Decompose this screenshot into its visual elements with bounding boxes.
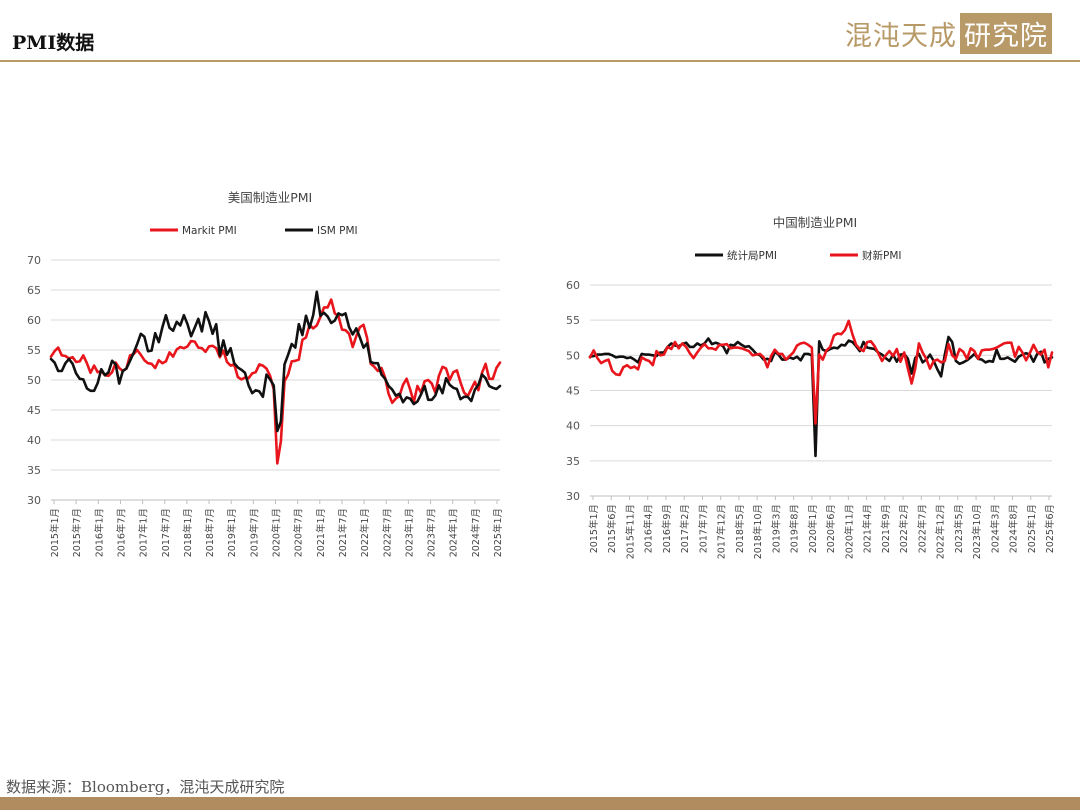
- x-tick-label: 2019年3月: [770, 504, 782, 553]
- chart-title: 中国制造业PMI: [773, 215, 858, 230]
- y-tick-label: 30: [566, 490, 580, 503]
- y-tick-label: 50: [566, 349, 580, 362]
- x-tick-label: 2023年10月: [971, 504, 983, 559]
- x-tick-label: 2017年12月: [716, 504, 728, 559]
- x-tick-label: 2023年7月: [426, 508, 438, 557]
- x-tick-label: 2015年7月: [71, 508, 83, 557]
- x-tick-label: 2019年1月: [226, 508, 238, 557]
- y-tick-label: 35: [566, 455, 580, 468]
- x-tick-label: 2020年6月: [825, 504, 837, 553]
- x-tick-label: 2025年1月: [492, 508, 504, 557]
- x-tick-label: 2022年2月: [898, 504, 910, 553]
- x-tick-label: 2022年7月: [381, 508, 393, 557]
- company-logo: 混沌天成 研究院: [845, 12, 1052, 54]
- x-tick-label: 2020年11月: [843, 504, 855, 559]
- header-divider: [0, 60, 1080, 62]
- x-tick-label: 2022年12月: [935, 504, 947, 559]
- x-tick-label: 2019年7月: [248, 508, 260, 557]
- logo-text: 混沌天成: [845, 20, 957, 52]
- x-tick-label: 2015年11月: [624, 504, 636, 559]
- x-tick-label: 2016年9月: [661, 504, 673, 553]
- page-title: PMI数据: [12, 32, 95, 54]
- x-tick-label: 2015年1月: [49, 508, 61, 557]
- footer-bar: [0, 797, 1080, 810]
- x-tick-label: 2021年4月: [862, 504, 874, 553]
- logo-badge: 研究院: [960, 12, 1052, 54]
- y-tick-label: 55: [566, 314, 580, 327]
- legend-label: 财新PMI: [862, 249, 902, 262]
- legend-label: ISM PMI: [317, 225, 358, 237]
- x-tick-label: 2017年1月: [138, 508, 150, 557]
- x-tick-label: 2024年3月: [989, 504, 1001, 553]
- y-tick-label: 45: [566, 385, 580, 398]
- x-tick-label: 2017年7月: [160, 508, 172, 557]
- x-tick-label: 2022年7月: [916, 504, 928, 553]
- x-tick-label: 2015年6月: [606, 504, 618, 553]
- x-tick-label: 2023年5月: [953, 504, 965, 553]
- x-tick-label: 2019年8月: [789, 504, 801, 553]
- x-tick-label: 2024年7月: [470, 508, 482, 557]
- x-tick-label: 2018年10月: [752, 504, 764, 559]
- x-tick-label: 2016年7月: [115, 508, 127, 557]
- china-manufacturing-pmi-chart: 中国制造业PMI 统计局PMI 财新PMI 30 35 40 45 50 55 60 2015年1月…: [550, 205, 1070, 585]
- y-tick-label: 40: [27, 434, 41, 447]
- x-tick-label: 2020年1月: [271, 508, 283, 557]
- x-tick-label: 2017年2月: [679, 504, 691, 553]
- x-tick-label: 2025年6月: [1044, 504, 1056, 553]
- us-pmi-svg: 美国制造业PMI Markit PMI ISM PMI 30 35 40 45 50 55 60 6…: [27, 190, 504, 557]
- y-tick-label: 55: [27, 344, 41, 357]
- legend-label: 统计局PMI: [727, 249, 777, 262]
- x-tick-label: 2017年7月: [697, 504, 709, 553]
- cn-series-line-1: [588, 319, 1054, 425]
- x-tick-label: 2021年1月: [315, 508, 327, 557]
- x-tick-label: 2024年1月: [448, 508, 460, 557]
- us-series-line-1: [49, 290, 502, 433]
- chart-title: 美国制造业PMI: [228, 190, 313, 205]
- y-tick-label: 60: [27, 314, 41, 327]
- x-tick-label: 2016年1月: [93, 508, 105, 557]
- x-tick-label: 2016年4月: [643, 504, 655, 553]
- x-tick-label: 2021年7月: [337, 508, 349, 557]
- x-tick-label: 2025年1月: [1026, 504, 1038, 553]
- y-tick-label: 65: [27, 284, 41, 297]
- x-tick-label: 2020年7月: [293, 508, 305, 557]
- china-pmi-svg: 中国制造业PMI 统计局PMI 财新PMI 30 35 40 45 50 55 60 2015年1月…: [566, 215, 1056, 559]
- x-tick-label: 2018年7月: [204, 508, 216, 557]
- source-note: 数据来源：Bloomberg，混沌天成研究院: [6, 778, 285, 796]
- y-tick-label: 70: [27, 254, 41, 267]
- legend-label: Markit PMI: [182, 225, 237, 237]
- y-tick-label: 50: [27, 374, 41, 387]
- y-tick-label: 40: [566, 420, 580, 433]
- x-tick-label: 2015年1月: [588, 504, 600, 553]
- y-tick-label: 35: [27, 464, 41, 477]
- x-tick-label: 2023年1月: [403, 508, 415, 557]
- us-manufacturing-pmi-chart: 美国制造业PMI Markit PMI ISM PMI 30 35 40 45 50 55 60 6…: [20, 180, 520, 580]
- x-tick-label: 2018年5月: [734, 504, 746, 553]
- x-tick-label: 2022年1月: [359, 508, 371, 557]
- y-tick-label: 45: [27, 404, 41, 417]
- x-tick-label: 2021年9月: [880, 504, 892, 553]
- x-tick-label: 2020年1月: [807, 504, 819, 553]
- x-tick-label: 2018年1月: [182, 508, 194, 557]
- y-tick-label: 30: [27, 494, 41, 507]
- y-tick-label: 60: [566, 279, 580, 292]
- x-tick-label: 2024年8月: [1008, 504, 1020, 553]
